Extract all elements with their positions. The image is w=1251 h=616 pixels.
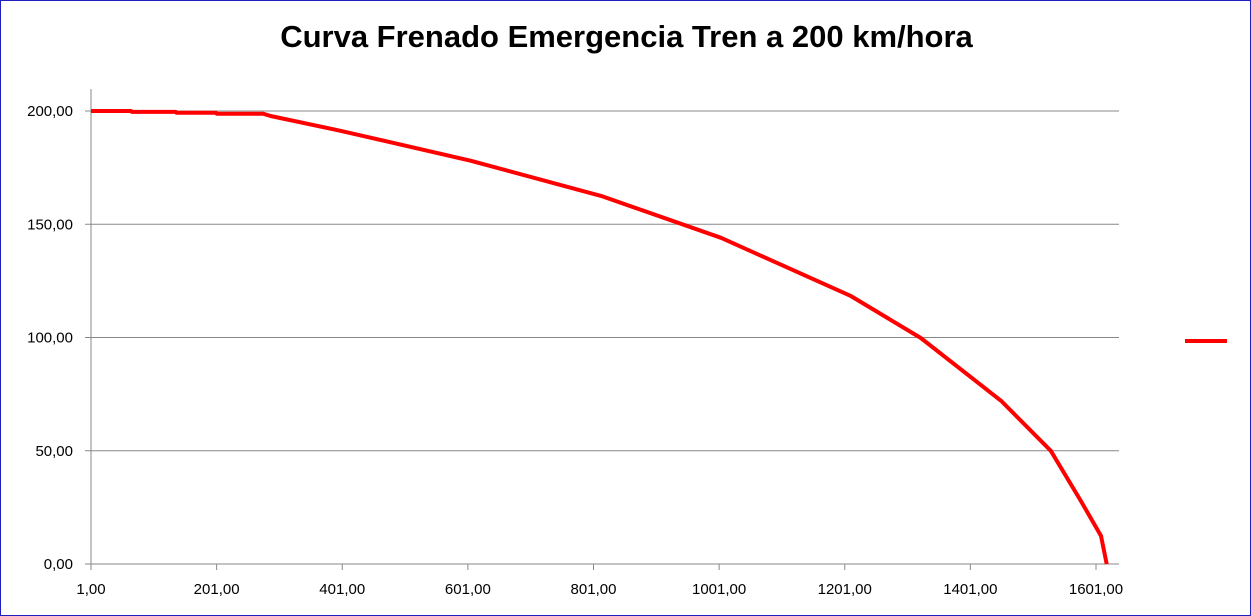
x-tick-label: 1601,00	[1069, 581, 1123, 598]
y-tick-label: 50,00	[35, 443, 73, 460]
x-tick-label: 601,00	[445, 581, 491, 598]
y-tick-label: 0,00	[44, 556, 73, 573]
y-tick-label: 100,00	[27, 330, 73, 347]
y-tick-label: 200,00	[27, 103, 73, 120]
series-line	[91, 109, 1109, 565]
x-tick-label: 401,00	[319, 581, 365, 598]
x-tick-label: 1201,00	[818, 581, 872, 598]
chart-title: Curva Frenado Emergencia Tren a 200 km/h…	[280, 19, 973, 54]
x-tick-label: 801,00	[571, 581, 617, 598]
x-tick-label: 201,00	[194, 581, 240, 598]
x-tick-label: 1001,00	[692, 581, 746, 598]
x-tick-label: 1,00	[76, 581, 105, 598]
y-tick-label: 150,00	[27, 216, 73, 233]
x-tick-label: 1401,00	[943, 581, 997, 598]
